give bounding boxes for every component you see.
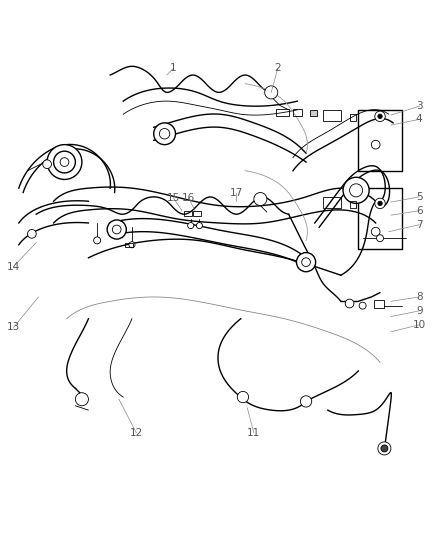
Bar [350, 114, 356, 120]
Text: 2: 2 [275, 63, 281, 74]
Circle shape [159, 128, 170, 139]
Bar [276, 109, 289, 116]
Circle shape [53, 151, 75, 173]
Circle shape [254, 192, 267, 206]
Circle shape [107, 220, 126, 239]
Circle shape [187, 223, 194, 229]
Text: 1: 1 [170, 63, 177, 74]
Text: 17: 17 [230, 188, 243, 198]
Circle shape [60, 158, 69, 166]
Bar [293, 109, 302, 116]
Text: 9: 9 [416, 306, 423, 316]
Circle shape [371, 140, 380, 149]
Text: 7: 7 [416, 220, 423, 230]
Circle shape [265, 86, 278, 99]
Circle shape [196, 223, 202, 229]
Circle shape [371, 228, 380, 236]
Circle shape [377, 235, 384, 241]
Circle shape [378, 201, 382, 206]
Circle shape [43, 160, 51, 168]
Text: 13: 13 [7, 322, 20, 333]
Circle shape [154, 123, 176, 144]
Text: 12: 12 [130, 428, 143, 438]
Text: 16: 16 [182, 193, 195, 203]
Circle shape [302, 258, 311, 266]
Circle shape [297, 253, 316, 272]
Circle shape [300, 396, 312, 407]
Text: 8: 8 [416, 292, 423, 302]
Bar [374, 300, 385, 308]
Text: 6: 6 [416, 206, 423, 216]
Circle shape [350, 184, 363, 197]
Bar [323, 110, 341, 120]
Bar [311, 110, 317, 116]
Circle shape [47, 144, 82, 180]
Circle shape [378, 114, 382, 118]
Circle shape [375, 111, 385, 122]
Circle shape [375, 198, 385, 208]
Text: 15: 15 [167, 193, 180, 203]
Bar [125, 243, 133, 247]
Circle shape [75, 393, 88, 406]
Circle shape [343, 177, 369, 204]
Circle shape [345, 299, 354, 308]
Text: 11: 11 [247, 428, 261, 438]
Bar [350, 201, 356, 208]
Text: 5: 5 [416, 192, 423, 202]
Circle shape [237, 391, 249, 403]
Circle shape [113, 225, 121, 234]
Bar [184, 211, 192, 216]
Text: 10: 10 [413, 320, 426, 330]
Circle shape [381, 445, 388, 452]
Text: 3: 3 [416, 101, 423, 111]
Circle shape [94, 237, 101, 244]
Circle shape [359, 302, 366, 309]
Text: 4: 4 [416, 115, 423, 124]
Text: 14: 14 [7, 262, 20, 271]
Bar [193, 211, 201, 216]
Bar [323, 197, 341, 208]
Circle shape [378, 442, 391, 455]
Circle shape [129, 241, 135, 248]
Circle shape [28, 230, 36, 238]
